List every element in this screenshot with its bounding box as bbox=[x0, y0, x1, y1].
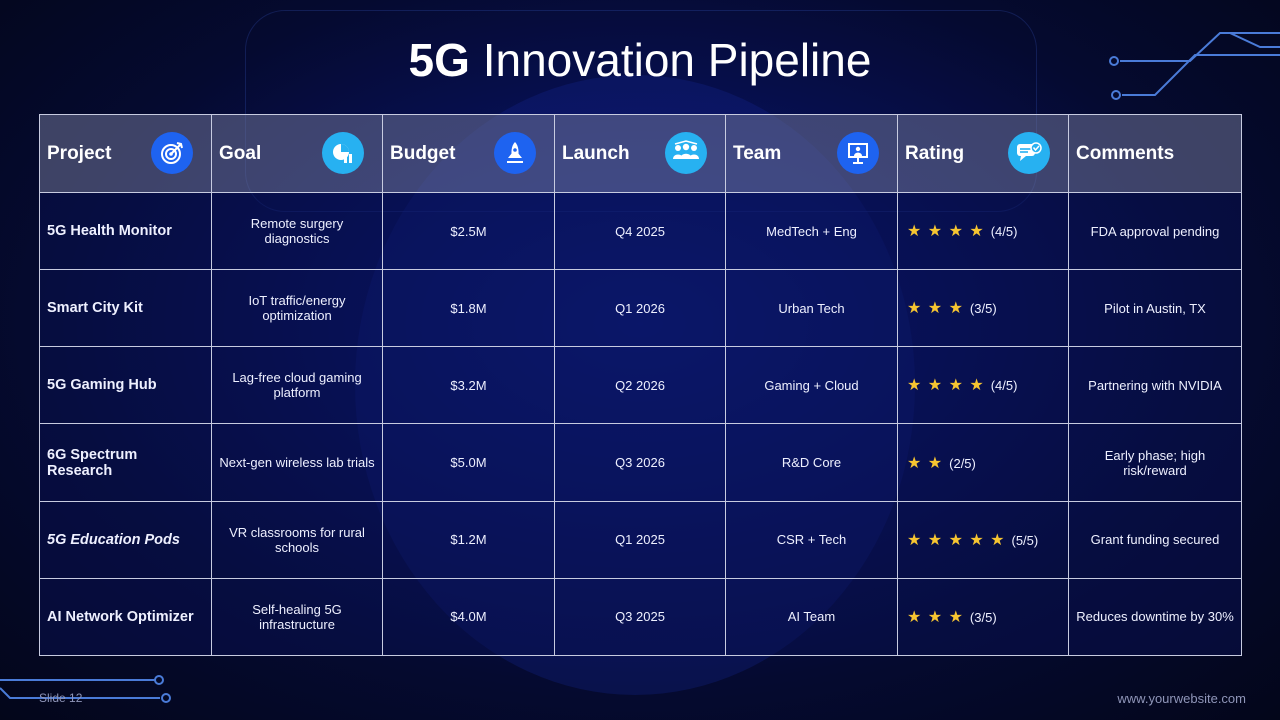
cell-rating: ★ ★ ★ (3/5) bbox=[897, 269, 1069, 348]
slide-number: Slide 12 bbox=[39, 691, 83, 705]
cell-rating: ★ ★ ★ (3/5) bbox=[897, 577, 1069, 657]
cell-rating: ★ ★ ★ ★ (4/5) bbox=[897, 346, 1069, 425]
slide-title: 5G Innovation Pipeline bbox=[0, 30, 1280, 90]
header-rating: Rating bbox=[897, 114, 1069, 193]
table-header-row: Project Goal Budget Launch bbox=[39, 114, 1242, 193]
website-url: www.yourwebsite.com bbox=[1117, 691, 1246, 706]
rating-text: (3/5) bbox=[969, 609, 997, 625]
table-row: 5G Health Monitor Remote surgery diagnos… bbox=[39, 191, 1242, 271]
cell-team: Gaming + Cloud bbox=[725, 346, 898, 425]
header-label: Comments bbox=[1076, 142, 1175, 164]
cell-launch: Q4 2025 bbox=[554, 191, 726, 271]
star-rating-icons: ★ ★ bbox=[907, 454, 944, 472]
cell-team: AI Team bbox=[725, 577, 898, 657]
header-launch: Launch bbox=[554, 114, 726, 193]
table-row: Smart City Kit IoT traffic/energy optimi… bbox=[39, 269, 1242, 348]
header-team: Team bbox=[725, 114, 898, 193]
cell-budget: $5.0M bbox=[382, 423, 555, 502]
cell-project: 5G Health Monitor bbox=[39, 191, 212, 271]
cell-project: 5G Gaming Hub bbox=[39, 346, 212, 425]
chat-bubble-icon bbox=[1008, 132, 1050, 174]
rating-text: (4/5) bbox=[990, 378, 1018, 394]
header-label: Budget bbox=[390, 142, 456, 164]
cell-goal: Next-gen wireless lab trials bbox=[211, 423, 383, 502]
cell-rating: ★ ★ ★ ★ ★ (5/5) bbox=[897, 500, 1069, 579]
growth-chart-icon bbox=[322, 132, 364, 174]
cell-launch: Q1 2025 bbox=[554, 500, 726, 579]
header-comments: Comments bbox=[1068, 114, 1242, 193]
presentation-board-icon bbox=[837, 132, 879, 174]
cell-rating: ★ ★ (2/5) bbox=[897, 423, 1069, 502]
header-label: Rating bbox=[905, 142, 965, 164]
header-label: Goal bbox=[219, 142, 262, 164]
circuit-decoration-top-right bbox=[1109, 32, 1280, 100]
cell-budget: $2.5M bbox=[382, 191, 555, 271]
header-goal: Goal bbox=[211, 114, 383, 193]
team-group-icon bbox=[665, 132, 707, 174]
cell-goal: Lag-free cloud gaming platform bbox=[211, 346, 383, 425]
header-label: Project bbox=[47, 142, 112, 164]
table-row: 6G Spectrum Research Next-gen wireless l… bbox=[39, 423, 1242, 502]
cell-launch: Q3 2026 bbox=[554, 423, 726, 502]
title-highlight: 5G bbox=[408, 34, 470, 86]
table-row: AI Network Optimizer Self-healing 5G inf… bbox=[39, 577, 1242, 657]
cell-goal: IoT traffic/energy optimization bbox=[211, 269, 383, 348]
cell-budget: $4.0M bbox=[382, 577, 555, 657]
cell-launch: Q1 2026 bbox=[554, 269, 726, 348]
pipeline-table: Project Goal Budget Launch bbox=[39, 114, 1242, 657]
rating-text: (4/5) bbox=[990, 224, 1018, 240]
table-row: 5G Education Pods VR classrooms for rura… bbox=[39, 500, 1242, 579]
cell-rating: ★ ★ ★ ★ (4/5) bbox=[897, 191, 1069, 271]
circuit-decoration-bottom-left bbox=[0, 675, 171, 703]
cell-budget: $1.8M bbox=[382, 269, 555, 348]
title-text: Innovation Pipeline bbox=[482, 34, 872, 86]
rating-text: (2/5) bbox=[949, 455, 976, 471]
star-rating-icons: ★ ★ ★ ★ bbox=[907, 377, 985, 395]
cell-budget: $1.2M bbox=[382, 500, 555, 579]
cell-project: 6G Spectrum Research bbox=[39, 423, 212, 502]
cell-comments: Pilot in Austin, TX bbox=[1068, 269, 1242, 348]
cell-comments: Partnering with NVIDIA bbox=[1068, 346, 1242, 425]
cell-budget: $3.2M bbox=[382, 346, 555, 425]
header-project: Project bbox=[39, 114, 212, 193]
cell-team: CSR + Tech bbox=[725, 500, 898, 579]
cell-comments: Reduces downtime by 30% bbox=[1068, 577, 1242, 657]
header-label: Launch bbox=[562, 142, 630, 164]
cell-launch: Q3 2025 bbox=[554, 577, 726, 657]
star-rating-icons: ★ ★ ★ bbox=[907, 300, 964, 318]
header-budget: Budget bbox=[382, 114, 555, 193]
cell-team: MedTech + Eng bbox=[725, 191, 898, 271]
cell-launch: Q2 2026 bbox=[554, 346, 726, 425]
cell-comments: Early phase; high risk/reward bbox=[1068, 423, 1242, 502]
header-label: Team bbox=[733, 142, 782, 164]
cell-project: AI Network Optimizer bbox=[39, 577, 212, 657]
cell-project: 5G Education Pods bbox=[39, 500, 212, 579]
rocket-icon bbox=[494, 132, 536, 174]
cell-comments: FDA approval pending bbox=[1068, 191, 1242, 271]
star-rating-icons: ★ ★ ★ bbox=[907, 608, 964, 626]
cell-goal: Remote surgery diagnostics bbox=[211, 191, 383, 271]
rating-text: (5/5) bbox=[1011, 532, 1039, 548]
cell-goal: Self-healing 5G infrastructure bbox=[211, 577, 383, 657]
rating-text: (3/5) bbox=[969, 301, 997, 317]
table-row: 5G Gaming Hub Lag-free cloud gaming plat… bbox=[39, 346, 1242, 425]
cell-comments: Grant funding secured bbox=[1068, 500, 1242, 579]
cell-team: R&D Core bbox=[725, 423, 898, 502]
target-icon bbox=[151, 132, 193, 174]
cell-project: Smart City Kit bbox=[39, 269, 212, 348]
cell-goal: VR classrooms for rural schools bbox=[211, 500, 383, 579]
star-rating-icons: ★ ★ ★ ★ bbox=[907, 223, 985, 241]
star-rating-icons: ★ ★ ★ ★ ★ bbox=[907, 531, 1006, 549]
cell-team: Urban Tech bbox=[725, 269, 898, 348]
